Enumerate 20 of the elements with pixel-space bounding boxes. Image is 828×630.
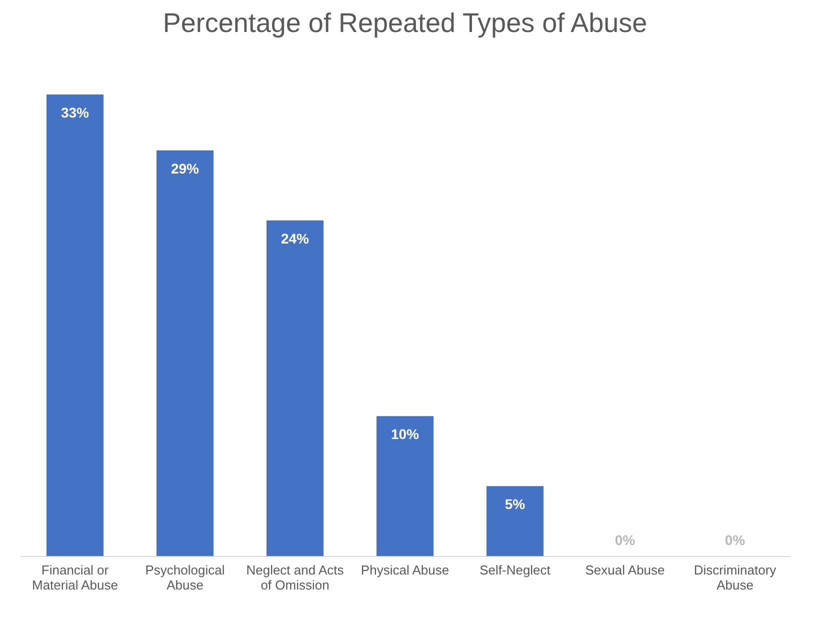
x-tick-label: Neglect and Acts of Omission [246, 562, 344, 592]
data-label: 10% [390, 426, 420, 442]
data-label: 5% [504, 496, 526, 512]
x-tick-label: Discriminatory Abuse [694, 562, 777, 592]
bar [156, 150, 214, 556]
data-label: 29% [170, 160, 200, 176]
x-tick-label: Sexual Abuse [585, 562, 665, 578]
x-tick-label: Financial or Material Abuse [32, 562, 118, 592]
bar [376, 416, 434, 556]
data-label: 33% [60, 104, 90, 120]
bar [266, 220, 324, 556]
chart-title: Percentage of Repeated Types of Abuse [162, 8, 648, 38]
x-tick-label: Psychological Abuse [145, 562, 225, 592]
x-tick-label: Self-Neglect [480, 562, 551, 578]
data-label: 0% [724, 532, 746, 548]
bar [486, 486, 544, 556]
data-label: 0% [614, 532, 636, 548]
bar [46, 94, 104, 556]
data-label: 24% [280, 230, 310, 246]
x-tick-label: Physical Abuse [360, 562, 450, 578]
